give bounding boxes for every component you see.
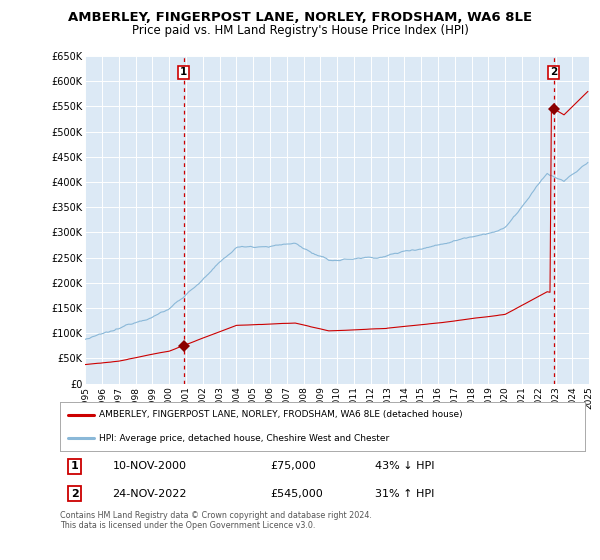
Text: 1: 1: [180, 67, 187, 77]
Text: Contains HM Land Registry data © Crown copyright and database right 2024.
This d: Contains HM Land Registry data © Crown c…: [60, 511, 372, 530]
Text: AMBERLEY, FINGERPOST LANE, NORLEY, FRODSHAM, WA6 8LE: AMBERLEY, FINGERPOST LANE, NORLEY, FRODS…: [68, 11, 532, 24]
Text: HPI: Average price, detached house, Cheshire West and Chester: HPI: Average price, detached house, Ches…: [100, 434, 389, 443]
Text: 24-NOV-2022: 24-NOV-2022: [113, 489, 187, 499]
Text: 43% ↓ HPI: 43% ↓ HPI: [375, 461, 434, 471]
Text: AMBERLEY, FINGERPOST LANE, NORLEY, FRODSHAM, WA6 8LE (detached house): AMBERLEY, FINGERPOST LANE, NORLEY, FRODS…: [100, 410, 463, 419]
Text: 31% ↑ HPI: 31% ↑ HPI: [375, 489, 434, 499]
Text: Price paid vs. HM Land Registry's House Price Index (HPI): Price paid vs. HM Land Registry's House …: [131, 24, 469, 36]
Text: 10-NOV-2000: 10-NOV-2000: [113, 461, 187, 471]
Text: £75,000: £75,000: [270, 461, 316, 471]
Text: 2: 2: [550, 67, 557, 77]
Text: 2: 2: [71, 489, 79, 499]
Text: 1: 1: [71, 461, 79, 471]
Text: £545,000: £545,000: [270, 489, 323, 499]
